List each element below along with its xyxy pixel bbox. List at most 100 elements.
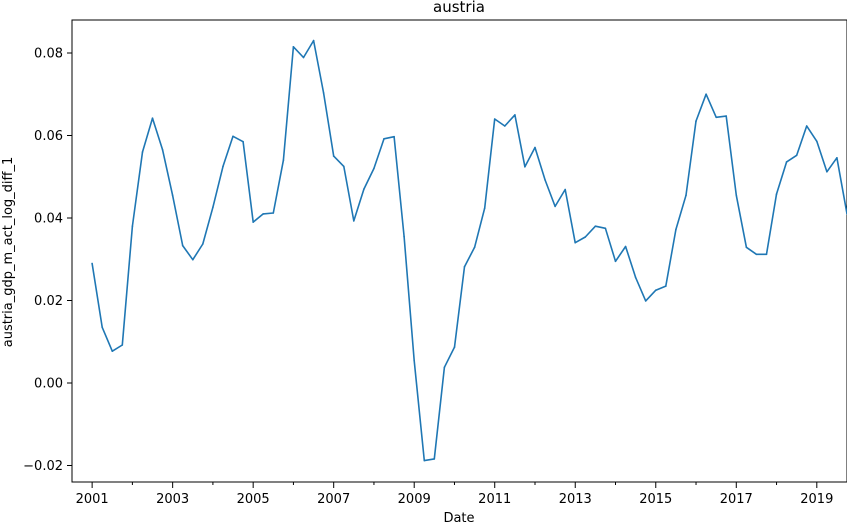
data-point xyxy=(715,116,717,119)
data-point xyxy=(343,165,345,168)
data-point xyxy=(644,300,647,302)
data-point xyxy=(534,146,536,149)
data-point xyxy=(504,125,506,127)
x-tick-label: 2017 xyxy=(720,492,753,507)
data-point xyxy=(171,194,174,197)
data-point xyxy=(524,166,526,168)
data-point xyxy=(805,125,808,127)
data-point xyxy=(161,149,164,151)
data-point xyxy=(604,227,607,230)
data-point xyxy=(181,244,184,247)
data-point xyxy=(363,188,365,190)
data-point xyxy=(493,118,496,120)
data-point xyxy=(302,56,305,59)
data-point xyxy=(242,140,244,143)
x-tick-label: 2019 xyxy=(800,492,833,507)
plot-frame xyxy=(71,19,847,483)
data-point xyxy=(665,285,667,287)
data-point xyxy=(483,207,486,209)
data-point xyxy=(332,155,335,157)
data-point xyxy=(101,326,103,329)
data-point xyxy=(594,225,597,227)
data-point xyxy=(141,151,144,153)
data-point xyxy=(735,194,738,197)
x-tick-label: 2003 xyxy=(156,492,189,507)
data-point xyxy=(272,212,275,214)
data-point xyxy=(322,92,325,94)
data-point xyxy=(655,289,657,292)
data-point xyxy=(252,221,254,223)
data-point xyxy=(473,246,476,249)
data-point xyxy=(433,458,436,460)
y-tick-label: −0.02 xyxy=(23,459,63,474)
plot-area xyxy=(71,19,847,483)
data-point xyxy=(423,459,426,462)
y-tick-label: 0.02 xyxy=(34,294,63,309)
data-point xyxy=(826,171,828,173)
data-point xyxy=(574,241,576,244)
data-point xyxy=(151,117,154,119)
series-line xyxy=(91,39,847,462)
data-point xyxy=(393,135,395,138)
data-layer xyxy=(91,39,847,462)
data-point xyxy=(795,154,798,157)
data-point xyxy=(514,114,516,116)
x-tick-label: 2013 xyxy=(559,492,592,507)
data-point xyxy=(775,193,778,195)
data-point xyxy=(836,157,838,159)
data-point xyxy=(262,213,265,215)
data-point xyxy=(463,265,466,268)
x-tick-label: 2011 xyxy=(478,492,511,507)
data-point xyxy=(202,243,204,245)
data-point xyxy=(675,228,677,231)
data-point xyxy=(745,246,748,249)
y-axis-title: austria_gdp_m_act_log_diff_1 xyxy=(1,157,16,348)
data-point xyxy=(705,93,707,95)
data-point xyxy=(212,206,214,209)
data-point xyxy=(785,161,788,163)
x-axis-title: Date xyxy=(443,511,474,525)
x-tick-label: 2001 xyxy=(76,492,109,507)
x-tick-label: 2005 xyxy=(237,492,270,507)
data-point xyxy=(413,359,416,362)
data-point xyxy=(131,225,134,227)
data-point xyxy=(403,235,405,238)
data-point xyxy=(222,165,224,168)
data-point xyxy=(755,253,758,256)
data-point xyxy=(312,39,315,42)
y-tick-label: 0.08 xyxy=(34,47,63,62)
y-tick-label: 0.00 xyxy=(34,377,63,392)
data-point xyxy=(765,253,768,256)
data-point xyxy=(685,194,687,197)
data-point xyxy=(453,346,456,348)
x-tick-label: 2007 xyxy=(317,492,350,507)
data-point xyxy=(121,344,124,346)
data-point xyxy=(624,245,627,248)
data-point xyxy=(192,258,194,261)
data-point xyxy=(544,179,546,181)
data-point xyxy=(383,138,385,140)
data-point xyxy=(282,159,285,161)
data-point xyxy=(292,46,295,48)
data-point xyxy=(614,260,617,263)
data-point xyxy=(816,140,818,143)
data-point xyxy=(634,276,637,279)
x-axis: 2001 2003 2005 2007 2009 2011 2013 2015 2017 2019 xyxy=(76,482,833,507)
y-tick-label: 0.06 xyxy=(34,129,63,144)
data-point xyxy=(373,167,375,170)
data-point xyxy=(725,115,727,117)
data-point xyxy=(111,350,114,353)
data-point xyxy=(584,236,587,238)
data-point xyxy=(443,366,446,369)
x-tick-label: 2015 xyxy=(639,492,672,507)
x-tick-label: 2009 xyxy=(398,492,431,507)
y-axis: −0.02 0.00 0.02 0.04 0.06 0.08 xyxy=(23,47,72,474)
y-tick-label: 0.04 xyxy=(34,212,63,227)
data-point xyxy=(353,220,355,222)
data-point xyxy=(554,205,556,208)
data-point xyxy=(695,120,697,122)
data-point xyxy=(564,188,566,191)
chart-title: austria xyxy=(433,0,485,16)
data-point xyxy=(91,262,93,265)
